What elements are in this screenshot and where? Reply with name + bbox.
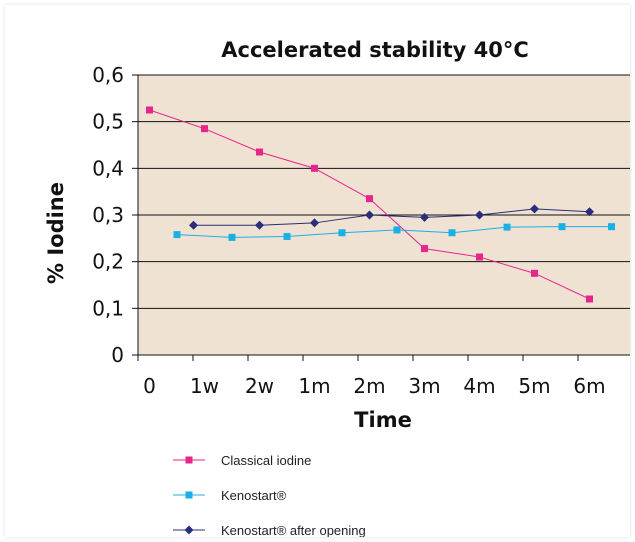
series-line <box>193 208 590 226</box>
data-point <box>310 218 319 228</box>
x-tick-label: 1m <box>298 374 330 398</box>
data-point <box>365 210 374 220</box>
data-point <box>228 233 236 241</box>
data-point <box>421 245 428 253</box>
data-point <box>531 269 538 277</box>
legend: Classical iodine Kenostart® Kenostart® aft… <box>173 453 366 537</box>
y-tick-label: 0,4 <box>92 156 124 180</box>
legend-marker <box>185 456 193 464</box>
y-tick-label: 0,2 <box>92 250 124 274</box>
x-tick-label: 2m <box>353 374 385 398</box>
data-point <box>366 195 373 203</box>
data-point <box>311 164 318 172</box>
data-point <box>448 229 456 237</box>
y-tick-label: 0 <box>111 343 124 367</box>
data-point <box>146 106 153 114</box>
data-point <box>608 223 615 231</box>
legend-label: Kenostart® <box>221 488 287 503</box>
y-axis-title: % Iodine <box>44 182 68 284</box>
y-tick-label: 0,6 <box>92 63 124 87</box>
x-tick-label: 5m <box>518 374 550 398</box>
legend-label: Classical iodine <box>221 453 311 468</box>
legend-marker <box>184 525 194 535</box>
data-point <box>256 148 263 156</box>
chart-title: Accelerated stability 40°C <box>221 38 529 62</box>
chart-card: Accelerated stability 40°C 0 0,1 0,2 0,3 0,4… <box>5 5 630 537</box>
x-tick-label: 3m <box>408 374 440 398</box>
data-point <box>338 229 346 237</box>
legend-label: Kenostart® after opening <box>221 523 366 537</box>
data-point <box>503 223 511 231</box>
x-tick-label: 2w <box>245 374 274 398</box>
plot-area: 0 0,1 0,2 0,3 0,4 0,5 0,6 0 1w 2w 1m 2m 3m 4m 5m 6m <box>92 63 630 398</box>
y-tick-label: 0,3 <box>92 203 124 227</box>
data-point <box>475 210 484 220</box>
data-point <box>393 226 401 234</box>
x-tick-label: 1w <box>190 374 219 398</box>
data-point <box>530 204 539 214</box>
data-point <box>586 295 593 303</box>
data-point <box>201 125 208 133</box>
y-tick-label: 0,1 <box>92 296 124 320</box>
x-tick-label: 0 <box>143 374 156 398</box>
data-point <box>558 223 566 231</box>
data-point <box>189 220 198 230</box>
legend-marker <box>185 491 193 499</box>
data-point <box>476 253 483 261</box>
x-tick-label: 4m <box>463 374 495 398</box>
data-point <box>173 231 181 239</box>
data-point <box>283 232 291 240</box>
data-point <box>585 207 594 217</box>
y-tick-label: 0,5 <box>92 110 124 134</box>
data-point <box>420 212 429 222</box>
x-tick-label: 6m <box>573 374 605 398</box>
line-chart: Accelerated stability 40°C 0 0,1 0,2 0,3 0,4… <box>44 38 630 537</box>
data-point <box>255 220 264 230</box>
x-axis-title: Time <box>354 408 412 432</box>
